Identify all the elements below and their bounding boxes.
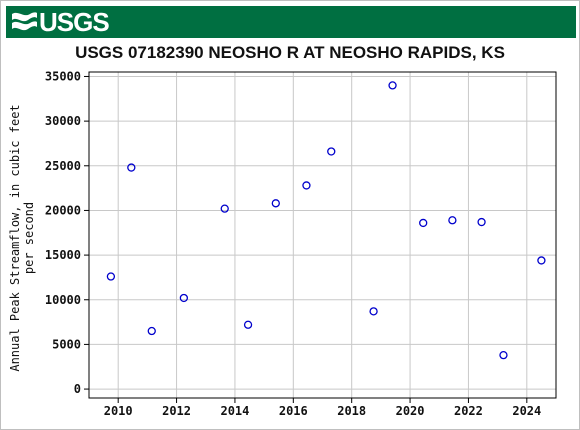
y-tick-label: 15000 xyxy=(45,248,81,262)
chart-title: USGS 07182390 NEOSHO R AT NEOSHO RAPIDS,… xyxy=(75,43,505,62)
data-point xyxy=(537,256,546,265)
data-point xyxy=(388,81,397,90)
x-tick-label: 2014 xyxy=(220,404,249,418)
y-tick-label: 25000 xyxy=(45,159,81,173)
data-point xyxy=(369,307,378,316)
grid-lines xyxy=(89,72,556,398)
data-point xyxy=(271,199,280,208)
usgs-wave-icon xyxy=(12,12,37,31)
plot-border xyxy=(88,71,557,399)
y-tick-label: 20000 xyxy=(45,203,81,217)
usgs-banner: USGS xyxy=(6,6,576,38)
data-point xyxy=(243,320,253,329)
y-tick-label: 30000 xyxy=(45,114,81,128)
axis-ticks: 2010 2012 2014 2016 2018 2020 2022 2024 0 5000 100… xyxy=(45,69,541,418)
usgs-logo-text: USGS xyxy=(39,7,110,37)
x-tick-label: 2016 xyxy=(279,404,308,418)
x-tick-label: 2020 xyxy=(396,404,425,418)
y-tick-label: 35000 xyxy=(45,69,81,83)
x-tick-label: 2022 xyxy=(454,404,483,418)
data-point xyxy=(179,293,189,303)
data-point xyxy=(220,204,229,213)
data-point xyxy=(448,216,457,225)
x-tick-label: 2018 xyxy=(337,404,366,418)
data-point xyxy=(302,181,311,190)
data-point xyxy=(106,272,116,281)
y-tick-label: 5000 xyxy=(52,337,81,351)
data-point xyxy=(419,218,428,228)
y-tick-label: 0 xyxy=(74,382,81,396)
x-tick-label: 2010 xyxy=(104,404,133,418)
usgs-logo[interactable]: USGS xyxy=(10,7,110,37)
x-tick-label: 2012 xyxy=(162,404,191,418)
data-point xyxy=(327,147,336,156)
data-point xyxy=(147,326,156,336)
data-point xyxy=(127,163,136,172)
data-point xyxy=(499,350,508,360)
data-point xyxy=(477,217,486,227)
data-points xyxy=(106,81,546,360)
x-tick-label: 2024 xyxy=(512,404,541,418)
y-tick-label: 10000 xyxy=(45,293,81,307)
